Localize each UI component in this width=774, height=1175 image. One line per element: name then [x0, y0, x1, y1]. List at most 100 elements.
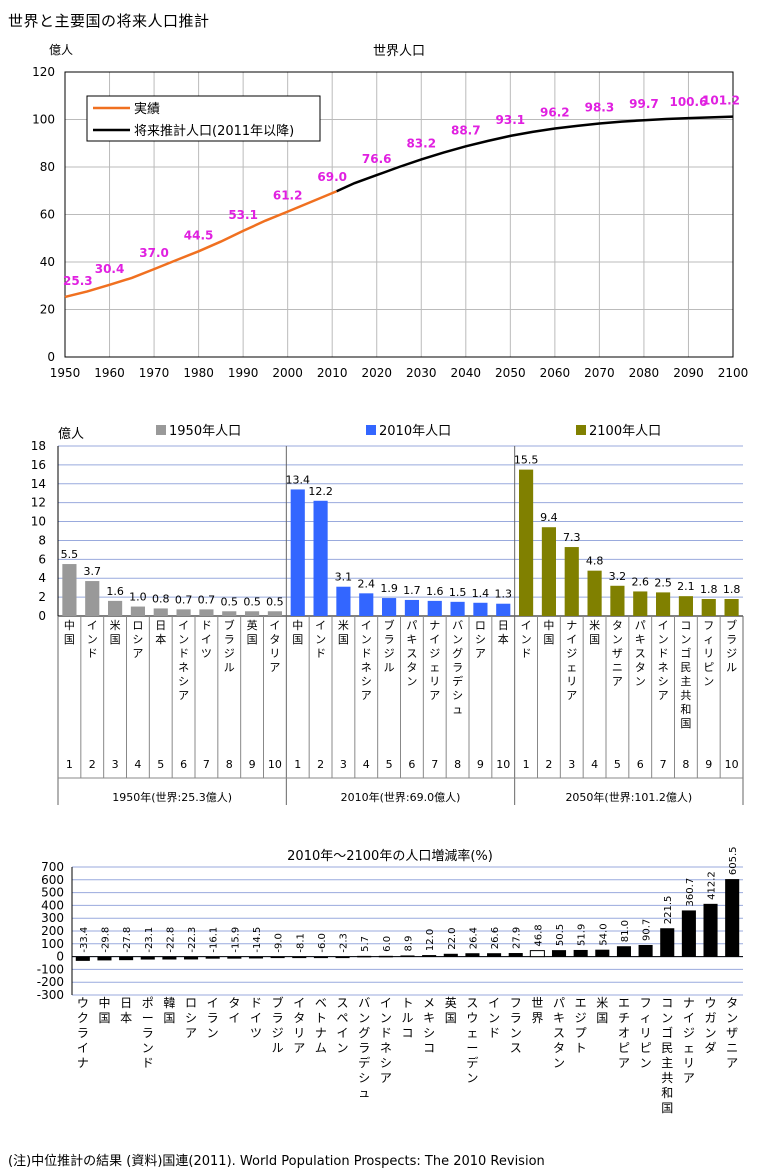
- category-label: エ: [618, 996, 630, 1010]
- data-label: 6.0: [382, 936, 393, 952]
- category-label: シ: [380, 1056, 392, 1070]
- y-tick-label: 700: [41, 860, 64, 874]
- bar: [508, 953, 523, 957]
- category-label: 国: [110, 633, 121, 646]
- category-label: ェ: [429, 661, 440, 674]
- y-axis-unit-label: 億人: [58, 426, 84, 442]
- category-label: ュ: [452, 703, 463, 716]
- data-label: 98.3: [585, 101, 615, 115]
- category-label: 英: [445, 996, 457, 1010]
- category-label: ラ: [224, 633, 235, 646]
- category-label: 主: [661, 1056, 673, 1070]
- bar: [153, 608, 168, 616]
- data-label: 15.5: [514, 454, 539, 467]
- bar: [119, 956, 134, 961]
- data-label: -22.8: [165, 927, 176, 953]
- bar: [404, 599, 419, 616]
- category-label: 本: [120, 1011, 132, 1025]
- category-label: 国: [64, 633, 75, 646]
- category-label: ザ: [612, 647, 623, 660]
- category-label: イ: [77, 1041, 89, 1055]
- category-label: 国: [247, 633, 258, 646]
- category-label: ィ: [640, 1011, 652, 1025]
- category-label: 中: [64, 619, 75, 632]
- category-label: 本: [155, 632, 166, 646]
- category-label: シ: [132, 633, 143, 646]
- category-label: ア: [618, 1056, 630, 1070]
- category-label: リ: [429, 675, 440, 688]
- bar: [660, 928, 675, 957]
- data-label: -9.0: [274, 933, 285, 953]
- category-label: グ: [358, 1026, 370, 1040]
- y-tick-label: 20: [40, 303, 55, 317]
- category-label: ジ: [726, 647, 737, 660]
- bar: [97, 956, 112, 961]
- category-label: フ: [510, 996, 522, 1010]
- data-label: -2.3: [339, 933, 350, 953]
- y-tick-label: 0: [56, 950, 64, 964]
- category-label: ジ: [224, 647, 235, 660]
- category-label: ド: [142, 1056, 154, 1070]
- category-label: ピ: [618, 1041, 630, 1055]
- category-label: ン: [521, 633, 532, 646]
- y-tick-label: 60: [40, 208, 55, 222]
- category-label: ル: [401, 1011, 413, 1025]
- x-tick-label: 2090: [673, 366, 704, 380]
- category-label: グ: [452, 646, 463, 660]
- data-label: 1.6: [426, 585, 444, 598]
- category-label: メ: [423, 996, 435, 1010]
- category-label: イ: [658, 619, 669, 632]
- category-label: ア: [380, 1071, 392, 1085]
- data-label: 1.9: [380, 582, 398, 595]
- category-label: ニ: [726, 1041, 738, 1055]
- rank-label: 3: [112, 758, 119, 771]
- bar: [496, 603, 511, 616]
- legend-swatch: [366, 425, 376, 435]
- data-label: 99.7: [629, 97, 659, 111]
- category-label: ン: [361, 633, 372, 646]
- category-label: 民: [661, 1041, 673, 1055]
- rank-label: 10: [268, 758, 282, 771]
- category-label: ウ: [466, 1011, 478, 1025]
- data-label: 22.0: [447, 928, 458, 950]
- category-label: リ: [293, 1026, 305, 1040]
- category-label: ツ: [201, 647, 212, 660]
- data-label: -27.8: [122, 927, 133, 953]
- rank-label: 3: [568, 758, 575, 771]
- x-tick-label: 1950: [50, 366, 81, 380]
- category-label: ジ: [429, 647, 440, 660]
- category-label: イ: [429, 633, 440, 646]
- legend-box: [86, 95, 321, 142]
- x-tick-label: 2100: [718, 366, 749, 380]
- data-label: 83.2: [406, 136, 436, 150]
- bar: [400, 955, 415, 957]
- category-label: イ: [293, 996, 305, 1010]
- category-label: 共: [661, 1071, 673, 1085]
- data-label: 5.7: [360, 936, 371, 952]
- category-label: キ: [635, 633, 646, 646]
- category-label: ド: [521, 647, 532, 660]
- category-label: イ: [87, 619, 98, 632]
- rank-label: 5: [386, 758, 393, 771]
- category-label: 米: [596, 996, 608, 1010]
- category-label: ル: [726, 661, 737, 674]
- data-label: 605.5: [728, 846, 739, 875]
- x-tick-label: 2070: [584, 366, 615, 380]
- y-tick-label: -200: [37, 975, 64, 989]
- category-label: ラ: [384, 633, 395, 646]
- y-tick-label: 10: [31, 515, 46, 529]
- bar: [62, 564, 77, 616]
- category-label: フ: [703, 619, 714, 632]
- bar: [473, 602, 488, 616]
- category-label: バ: [358, 996, 370, 1010]
- category-label: ー: [142, 1011, 154, 1025]
- category-label: ル: [272, 1041, 284, 1055]
- legend-label: 2100年人口: [589, 424, 661, 439]
- category-label: ペ: [337, 1011, 349, 1025]
- category-label: イ: [269, 619, 280, 632]
- category-label: コ: [423, 1041, 435, 1055]
- data-label: 0.5: [221, 595, 239, 608]
- category-label: ア: [566, 689, 577, 702]
- category-label: イ: [361, 619, 372, 632]
- y-tick-label: 2: [38, 590, 46, 604]
